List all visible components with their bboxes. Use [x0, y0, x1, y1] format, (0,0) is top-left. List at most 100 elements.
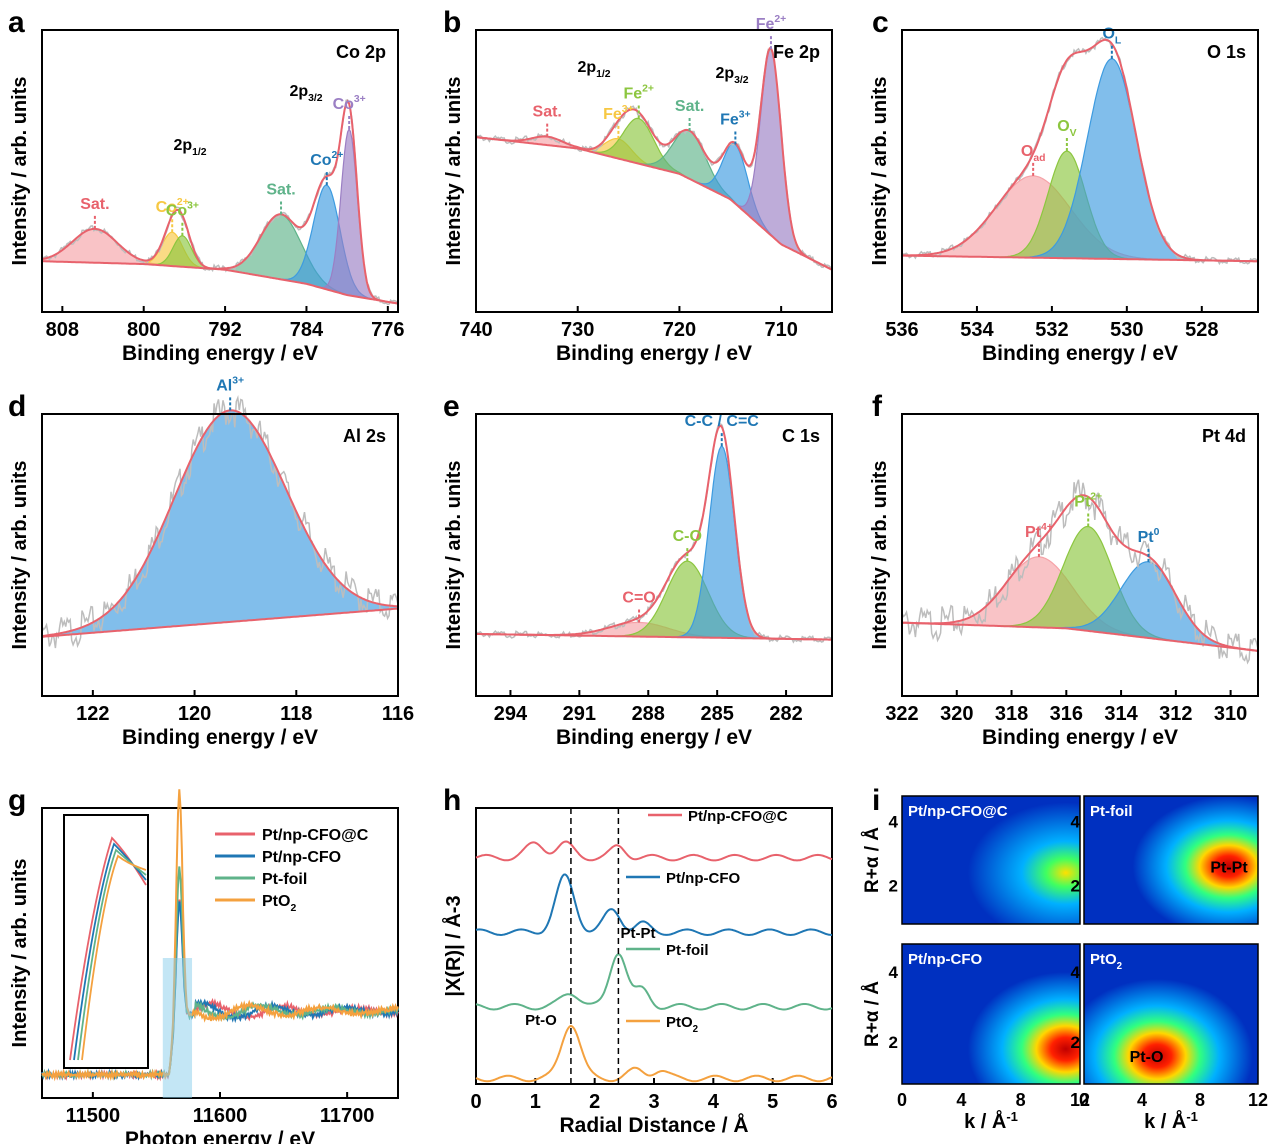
x-axis-label: Binding energy / eV: [122, 726, 318, 749]
x-tick-label: 12: [1248, 1090, 1268, 1110]
x-tick-label: 528: [1185, 319, 1218, 341]
x-tick-label: 4: [1137, 1090, 1147, 1110]
x-tick-label: 322: [885, 703, 918, 725]
panel-title: Al 2s: [343, 426, 386, 446]
peak-label: C=O: [622, 589, 655, 606]
legend-label: Pt/np-CFO@C: [688, 808, 788, 825]
plot-frame-h: [475, 807, 833, 1085]
panel-label-g: g: [8, 784, 27, 817]
y-axis-label: Intensity / arb. units: [9, 859, 31, 1048]
y-axis-label: R+α / Å: [862, 827, 883, 893]
x-tick-label: 288: [632, 703, 665, 725]
y-tick-label: 2: [889, 877, 898, 896]
x-tick-label: 320: [940, 703, 973, 725]
map-title: Pt/np-CFO@C: [908, 803, 1008, 820]
y-axis-label: R+α / Å: [862, 981, 883, 1047]
ft-line-0: [475, 840, 833, 862]
peak-label: Pt4+: [1025, 522, 1053, 541]
x-tick-label: 316: [1050, 703, 1083, 725]
x-tick-label: 6: [826, 1091, 837, 1113]
panel-title: Fe 2p: [773, 42, 820, 62]
wavelet-map-3: [1083, 943, 1259, 1085]
x-tick-label: 536: [885, 319, 918, 341]
wavelet-map-2: [901, 943, 1081, 1085]
x-tick-label: 5: [767, 1091, 778, 1113]
x-tick-label: 3: [648, 1091, 659, 1113]
x-tick-label: 12: [1070, 1090, 1090, 1110]
raw-data-e: [475, 422, 833, 644]
highlight-region: [162, 958, 193, 1098]
panel-label-d: d: [8, 390, 27, 423]
legend-label: Pt/np-CFO@C: [262, 827, 369, 844]
envelope-e: [476, 424, 832, 641]
peak-label: Sat.: [675, 98, 704, 115]
x-tick-label: 8: [1195, 1090, 1205, 1110]
map-peak-label: Pt-Pt: [1210, 859, 1248, 876]
chart-b: [475, 35, 833, 271]
peak-label: Fe2+: [623, 84, 654, 103]
peak-label: Co2+: [156, 197, 189, 216]
annotation-2p32: 2p3/2: [715, 65, 748, 86]
y-tick-label: 4: [1071, 813, 1081, 832]
legend-label: PtO2: [262, 893, 296, 914]
y-axis-label: Intensity / arb. units: [443, 77, 465, 266]
panel-label-i: i: [872, 784, 881, 817]
legend-label: Pt/np-CFO: [262, 849, 341, 866]
panel-title: O 1s: [1207, 42, 1246, 62]
ft-line-2: [475, 953, 833, 1011]
peak-label: Pt2+: [1074, 492, 1102, 511]
x-tick-label: 1: [530, 1091, 541, 1113]
y-tick-label: 4: [889, 813, 899, 832]
x-tick-label: 291: [563, 703, 596, 725]
baseline-d: [41, 607, 399, 638]
x-axis-label: Binding energy / eV: [556, 342, 752, 365]
x-tick-label: 312: [1159, 703, 1192, 725]
peak-label: C-C / C=C: [685, 413, 760, 430]
map-title: Pt/np-CFO: [908, 951, 982, 968]
x-tick-label: 11700: [320, 1105, 375, 1127]
peak-label: OV: [1057, 118, 1076, 139]
inset-frame: [63, 814, 149, 1069]
x-tick-label: 0: [470, 1091, 481, 1113]
x-tick-label: 122: [76, 703, 109, 725]
legend-label: Pt/np-CFO: [666, 870, 740, 887]
y-tick-label: 2: [1071, 877, 1080, 896]
chart-c: [901, 36, 1259, 266]
peak-label: Al3+: [216, 375, 244, 394]
map-title: PtO2: [1090, 951, 1123, 972]
chart-e: [475, 422, 833, 644]
peak-c-2: [902, 58, 1258, 262]
x-tick-label: 4: [956, 1090, 966, 1110]
baseline-c: [902, 254, 1258, 263]
annotation-pt-pt: Pt-Pt: [621, 925, 656, 942]
x-tick-label: 4: [708, 1091, 720, 1113]
y-tick-label: 4: [889, 963, 899, 982]
baseline-a: [41, 260, 399, 305]
x-tick-label: 120: [178, 703, 211, 725]
ft-line-1: [475, 873, 833, 937]
x-tick-label: 118: [280, 703, 312, 725]
annotation-2p12: 2p1/2: [173, 137, 206, 158]
map-peak-label: Pt-O: [1130, 1049, 1164, 1066]
y-axis-label: Intensity / arb. units: [443, 461, 465, 650]
inset-line: [81, 854, 147, 1061]
peak-label: Co3+: [166, 201, 199, 220]
y-tick-label: 2: [889, 1033, 898, 1052]
plot-frame-d: [41, 413, 399, 697]
legend-label: Pt-foil: [262, 871, 307, 888]
peak-e-2: [476, 445, 832, 641]
panel-title: C 1s: [782, 426, 820, 446]
x-tick-label: 314: [1104, 703, 1138, 725]
peak-label: Fe3+: [603, 104, 634, 123]
plot-frame-f: [901, 413, 1259, 697]
x-tick-label: 318: [995, 703, 1028, 725]
panel-title: Co 2p: [336, 42, 386, 62]
raw-data-f: [901, 479, 1259, 665]
wavelet-map-1: [1083, 795, 1259, 925]
panel-label-f: f: [872, 390, 882, 423]
x-tick-label: 530: [1110, 319, 1143, 341]
plot-frame-e: [475, 413, 833, 697]
x-tick-label: 310: [1214, 703, 1247, 725]
peak-label: Fe3+: [720, 109, 751, 128]
